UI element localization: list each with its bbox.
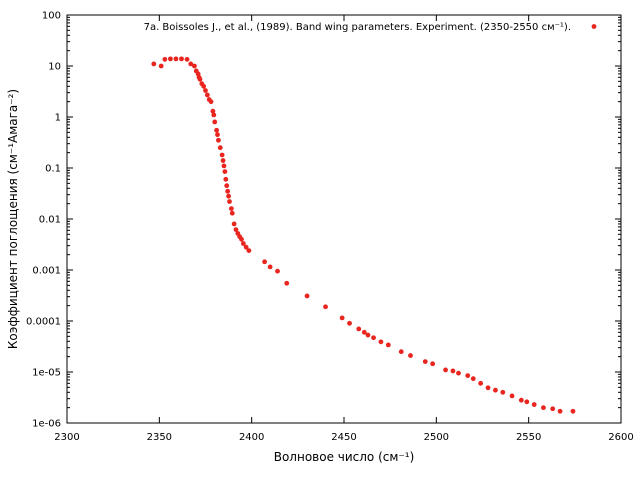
data-point [168,56,173,62]
data-point [450,368,456,374]
x-tick-label: 2400 [239,432,264,443]
y-tick-label: 0.0001 [26,317,61,328]
data-point [240,241,246,246]
legend-label: 7a. Boissoles J., et al., (1989). Band w… [144,22,571,33]
data-point [179,56,184,62]
data-point [478,380,484,386]
data-point [323,304,328,310]
data-point [550,406,556,412]
data-point [518,397,524,403]
data-point [239,236,244,242]
x-tick-label: 2550 [516,432,541,443]
y-tick-label: 1 [55,113,61,124]
data-point [227,199,232,204]
data-point [211,112,217,118]
x-tick-label: 2500 [424,432,449,443]
data-point [347,320,352,326]
data-point [361,329,367,335]
data-point [225,188,231,194]
data-point [422,359,428,364]
data-point [201,83,207,89]
plot-frame [66,14,622,424]
data-point [485,385,491,391]
data-point [184,56,190,62]
data-point [204,92,210,98]
data-point [158,63,164,69]
x-tick-label: 2600 [608,432,633,443]
data-point [524,399,530,405]
data-point [541,405,546,411]
data-point [430,361,436,367]
data-point [151,61,157,67]
data-point [233,227,239,232]
data-point [229,210,235,216]
data-point [470,376,476,382]
y-tick-label: 1e-05 [32,368,61,379]
data-points [151,56,576,414]
y-tick-label: 100 [42,11,61,22]
data-point [267,264,273,270]
y-tick-label: 0.001 [32,266,61,277]
x-tick-label: 2350 [147,432,172,443]
x-ticks: 2300 2350 2400 2450 2500 2550 2600 [54,15,634,443]
data-point [210,108,216,114]
y-tick-label: 10 [48,62,61,73]
data-point [220,158,226,163]
data-point [493,387,498,393]
data-point [262,259,267,265]
data-point [228,206,234,211]
data-point [365,332,371,338]
data-point [216,137,221,143]
data-point [224,183,230,189]
x-tick-label: 2450 [331,432,356,443]
data-point [500,389,506,395]
data-point [284,280,290,286]
data-point [231,221,237,227]
data-point [443,367,448,373]
data-point [385,342,391,348]
y-axis-label: Коэффициент поглощения (см⁻¹Амага⁻²) [6,89,20,349]
data-point [557,408,563,414]
y-tick-label: 1e-06 [32,419,61,430]
y-tick-label: 0.1 [45,164,61,175]
data-point [197,76,203,82]
data-point [208,99,214,105]
data-point [456,370,461,376]
y-tick-label: 0.01 [39,215,61,226]
data-point [371,335,376,341]
data-point [203,88,208,93]
data-point [531,402,537,407]
data-point [570,408,576,414]
data-point [223,176,229,182]
data-point [219,152,225,158]
data-point [408,353,413,358]
data-point [173,56,179,62]
data-point [378,339,384,345]
data-point [192,63,197,69]
legend-marker [591,24,597,29]
data-point [162,56,168,62]
data-point [246,248,252,254]
data-point [339,315,345,321]
x-tick-label: 2300 [54,432,79,443]
data-point [398,349,404,355]
data-point [275,268,280,274]
data-point [226,193,231,199]
data-point [212,119,218,125]
data-point [243,244,249,250]
data-point [222,169,228,174]
data-point [217,145,223,151]
data-point [465,373,471,378]
data-point [356,326,362,332]
data-point [214,127,219,133]
data-point [188,61,194,67]
data-point [221,163,227,169]
data-point [215,132,220,138]
x-axis-label: Волновое число (см⁻¹) [274,450,415,464]
data-point [304,293,310,299]
data-point [509,393,515,399]
